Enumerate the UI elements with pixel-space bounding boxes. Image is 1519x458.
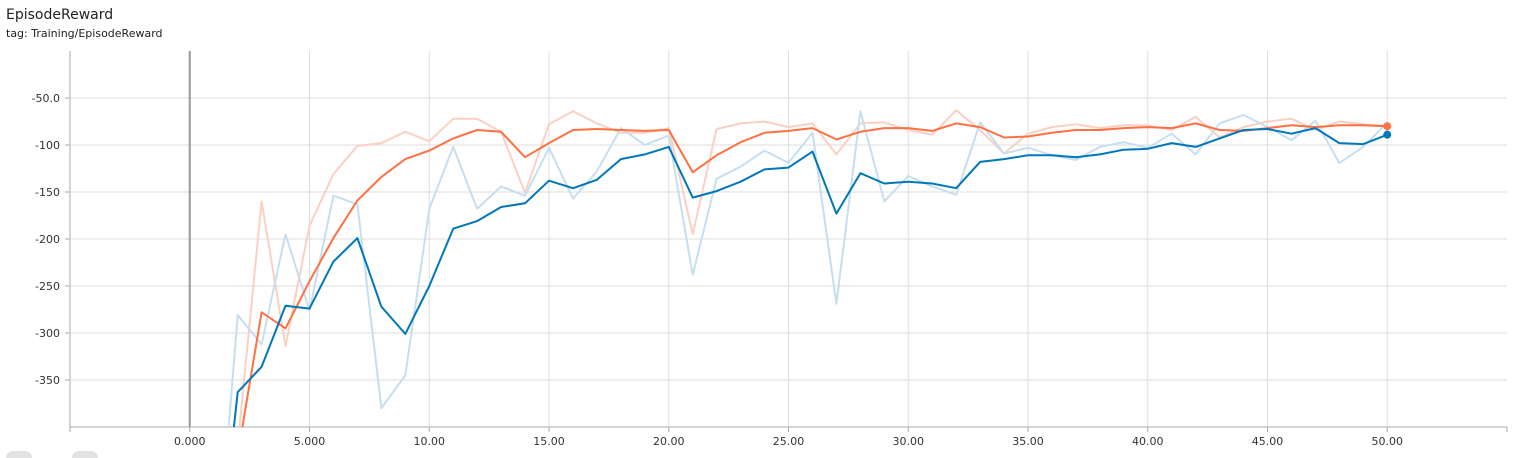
x-tick-label: 20.00 <box>653 435 685 448</box>
y-tick-label: -350 <box>35 374 60 387</box>
x-tick-label: 25.00 <box>773 435 805 448</box>
series-end-point <box>1383 122 1392 131</box>
chart-toolbar-button[interactable] <box>72 451 98 458</box>
smoothed-series-line <box>232 127 1388 428</box>
y-tick-label: -50.0 <box>32 92 60 105</box>
y-tick-label: -150 <box>35 186 60 199</box>
x-tick-label: 10.00 <box>414 435 446 448</box>
series-end-point <box>1383 130 1392 139</box>
x-tick-label: 50.00 <box>1372 435 1404 448</box>
chart-title: EpisodeReward <box>6 7 114 23</box>
x-tick-label: 15.00 <box>533 435 565 448</box>
x-tick-label: 35.00 <box>1012 435 1044 448</box>
y-tick-label: -250 <box>35 280 60 293</box>
chart-tag: tag: Training/EpisodeReward <box>6 27 163 40</box>
y-tick-label: -200 <box>35 233 60 246</box>
x-tick-label: 0.000 <box>174 435 206 448</box>
raw-series-line <box>227 110 1389 428</box>
y-tick-label: -100 <box>35 139 60 152</box>
smoothed-series-line <box>241 122 1388 428</box>
x-tick-label: 45.00 <box>1252 435 1284 448</box>
chart-toolbar-button[interactable] <box>6 451 32 458</box>
x-tick-label: 40.00 <box>1132 435 1164 448</box>
x-tick-label: 5.000 <box>294 435 326 448</box>
raw-series-line <box>238 109 1388 428</box>
x-tick-label: 30.00 <box>893 435 925 448</box>
y-tick-label: -300 <box>35 327 60 340</box>
